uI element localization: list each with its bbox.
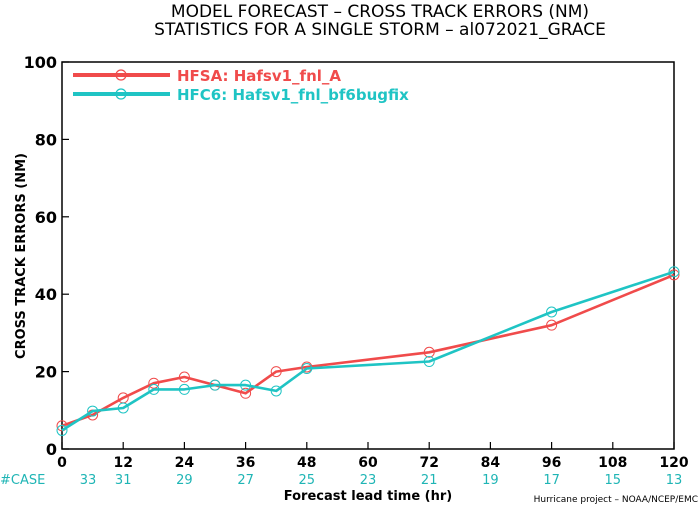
- legend-label-hfsa: HFSA: Hafsv1_fnl_A: [177, 67, 341, 85]
- data-point: [423, 356, 435, 368]
- chart-title: MODEL FORECAST – CROSS TRACK ERRORS (NM): [171, 2, 589, 22]
- case-count: 13: [666, 473, 683, 488]
- case-count: 33: [80, 473, 97, 488]
- data-point: [423, 346, 435, 358]
- data-point: [178, 383, 190, 395]
- x-tick-label: 24: [175, 455, 195, 471]
- x-tick-label: 12: [113, 455, 132, 471]
- x-tick-label: 120: [659, 455, 688, 471]
- case-count: 17: [543, 473, 560, 488]
- data-point: [209, 379, 221, 391]
- plot-frame: [61, 61, 675, 450]
- y-tick-label: 0: [46, 440, 57, 459]
- data-point: [668, 269, 680, 281]
- case-count: 27: [237, 473, 254, 488]
- legend: HFSA: Hafsv1_fnl_A HFC6: Hafsv1_fnl_bf6b…: [73, 67, 409, 104]
- legend-label-hfc6: HFC6: Hafsv1_fnl_bf6bugfix: [177, 86, 409, 104]
- data-point: [240, 379, 252, 391]
- data-point: [270, 385, 282, 397]
- x-axis: 0 12 24 36 48 60 72 84 96 108 120: [57, 442, 689, 471]
- series-line: [61, 270, 675, 432]
- y-tick-label: 60: [35, 208, 57, 227]
- x-tick-label: 84: [481, 455, 501, 471]
- data-point: [270, 366, 282, 378]
- chart-subtitle: STATISTICS FOR A SINGLE STORM – al072021…: [154, 20, 606, 40]
- x-tick-label: 60: [358, 455, 378, 471]
- x-tick-label: 72: [419, 455, 438, 471]
- case-count: 31: [115, 473, 132, 488]
- legend-marker-hfsa: [115, 69, 127, 81]
- credit-text: Hurricane project – NOAA/NCEP/EMC: [534, 495, 698, 505]
- data-point: [148, 383, 160, 395]
- data-point: [56, 424, 68, 436]
- data-point: [546, 306, 558, 318]
- data-point: [301, 363, 313, 375]
- y-axis: 0 20 40 60 80 100: [24, 53, 69, 459]
- x-tick-label: 108: [598, 455, 627, 471]
- series-layer: [56, 266, 680, 436]
- x-tick-label: 48: [297, 455, 316, 471]
- case-count: 21: [421, 473, 438, 488]
- case-count: 25: [299, 473, 316, 488]
- series-line: [61, 273, 675, 428]
- y-tick-label: 40: [35, 285, 57, 304]
- case-count-row: #CASE 33 31 29 27 25 23 21 19 17 15 13: [0, 473, 682, 488]
- case-count: 19: [482, 473, 499, 488]
- data-point: [178, 371, 190, 383]
- case-label: #CASE: [0, 473, 45, 488]
- legend-marker-hfc6: [115, 88, 127, 100]
- x-axis-label: Forecast lead time (hr): [284, 489, 452, 504]
- y-tick-label: 80: [35, 130, 57, 149]
- data-point: [87, 405, 99, 417]
- case-count: 29: [176, 473, 193, 488]
- case-count: 15: [605, 473, 622, 488]
- data-point: [546, 319, 558, 331]
- y-tick-label: 100: [24, 53, 57, 72]
- y-tick-label: 20: [35, 363, 57, 382]
- x-tick-label: 96: [542, 455, 561, 471]
- y-axis-label: CROSS TRACK ERRORS (NM): [14, 153, 29, 359]
- data-point: [117, 402, 129, 414]
- x-tick-label: 0: [57, 455, 67, 471]
- x-tick-label: 36: [236, 455, 255, 471]
- data-point: [668, 266, 680, 278]
- data-point: [240, 387, 252, 399]
- case-count: 23: [360, 473, 377, 488]
